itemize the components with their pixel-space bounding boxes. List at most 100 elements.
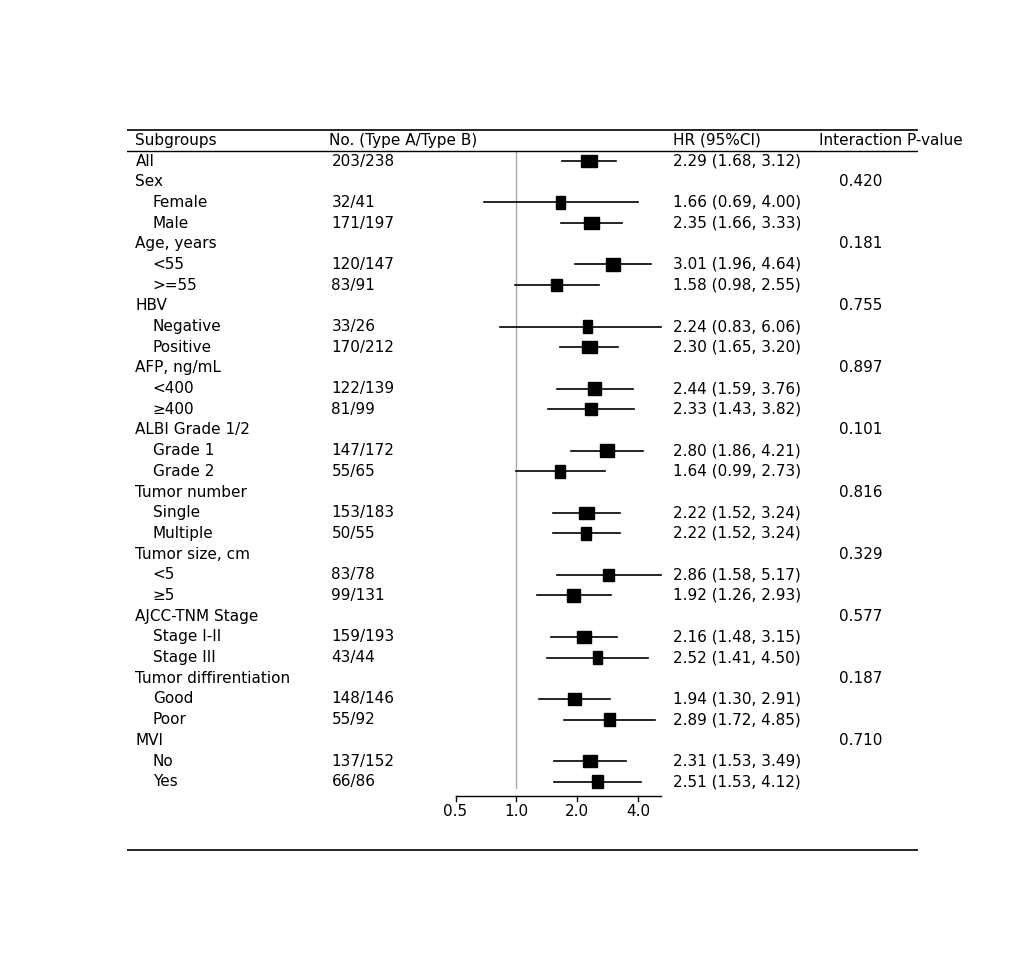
Text: Yes: Yes — [153, 774, 177, 789]
Text: 0.5: 0.5 — [443, 804, 467, 819]
Text: HR (95%CI): HR (95%CI) — [673, 133, 760, 148]
Text: 4.0: 4.0 — [626, 804, 649, 819]
Bar — [555, 196, 565, 209]
Text: 50/55: 50/55 — [331, 526, 375, 541]
Text: Negative: Negative — [153, 319, 221, 334]
Text: Male: Male — [153, 216, 189, 230]
Text: Subgroups: Subgroups — [136, 133, 217, 148]
Text: 0.181: 0.181 — [839, 236, 881, 251]
Text: MVI: MVI — [136, 733, 163, 748]
Text: 3.01 (1.96, 4.64): 3.01 (1.96, 4.64) — [673, 257, 800, 272]
Text: 2.31 (1.53, 3.49): 2.31 (1.53, 3.49) — [673, 753, 800, 768]
Text: Poor: Poor — [153, 712, 186, 727]
Text: ≥400: ≥400 — [153, 402, 195, 417]
Text: Stage III: Stage III — [153, 650, 215, 665]
Bar — [584, 217, 598, 229]
Bar — [554, 465, 565, 478]
Text: 170/212: 170/212 — [331, 340, 394, 354]
Bar — [581, 527, 591, 540]
Text: Tumor number: Tumor number — [136, 485, 247, 499]
Bar — [582, 320, 591, 333]
Text: 2.24 (0.83, 6.06): 2.24 (0.83, 6.06) — [673, 319, 800, 334]
Text: No: No — [153, 753, 173, 768]
Text: 2.89 (1.72, 4.85): 2.89 (1.72, 4.85) — [673, 712, 800, 727]
Text: 0.187: 0.187 — [839, 671, 881, 686]
Text: Grade 2: Grade 2 — [153, 464, 214, 479]
Text: AFP, ng/mL: AFP, ng/mL — [136, 360, 221, 376]
Bar — [599, 445, 613, 457]
Text: 2.29 (1.68, 3.12): 2.29 (1.68, 3.12) — [673, 153, 800, 169]
Text: Stage I-II: Stage I-II — [153, 629, 221, 645]
Text: 1.92 (1.26, 2.93): 1.92 (1.26, 2.93) — [673, 588, 800, 603]
Text: 32/41: 32/41 — [331, 195, 375, 210]
Bar — [582, 341, 596, 353]
Text: 2.22 (1.52, 3.24): 2.22 (1.52, 3.24) — [673, 505, 800, 520]
Bar — [603, 714, 614, 726]
Text: 1.64 (0.99, 2.73): 1.64 (0.99, 2.73) — [673, 464, 800, 479]
Bar — [567, 589, 580, 602]
Text: 2.51 (1.53, 4.12): 2.51 (1.53, 4.12) — [673, 774, 800, 789]
Text: 33/26: 33/26 — [331, 319, 375, 334]
Bar — [606, 258, 620, 271]
Bar — [592, 652, 602, 664]
Text: 0.329: 0.329 — [839, 547, 881, 561]
Text: 2.33 (1.43, 3.82): 2.33 (1.43, 3.82) — [673, 402, 800, 417]
Text: Good: Good — [153, 691, 193, 707]
Bar — [588, 383, 601, 395]
Bar — [584, 403, 596, 416]
Text: 2.86 (1.58, 5.17): 2.86 (1.58, 5.17) — [673, 567, 800, 583]
Bar — [602, 569, 613, 581]
Text: 0.101: 0.101 — [839, 422, 881, 438]
Text: Tumor size, cm: Tumor size, cm — [136, 547, 250, 561]
Text: >=55: >=55 — [153, 278, 198, 292]
Text: <5: <5 — [153, 567, 175, 583]
Text: Tumor diffirentiation: Tumor diffirentiation — [136, 671, 290, 686]
Bar — [568, 692, 581, 705]
Text: 147/172: 147/172 — [331, 443, 394, 458]
Text: 83/78: 83/78 — [331, 567, 375, 583]
Text: HBV: HBV — [136, 298, 167, 314]
Text: Multiple: Multiple — [153, 526, 213, 541]
Bar — [550, 279, 561, 291]
Text: 2.44 (1.59, 3.76): 2.44 (1.59, 3.76) — [673, 381, 800, 396]
Text: 171/197: 171/197 — [331, 216, 394, 230]
Text: 0.755: 0.755 — [839, 298, 881, 314]
Bar — [579, 507, 593, 519]
Text: Age, years: Age, years — [136, 236, 217, 251]
Text: ≥5: ≥5 — [153, 588, 175, 603]
Text: ALBI Grade 1/2: ALBI Grade 1/2 — [136, 422, 250, 438]
Text: 0.420: 0.420 — [839, 174, 881, 189]
Text: Grade 1: Grade 1 — [153, 443, 214, 458]
Text: <55: <55 — [153, 257, 184, 272]
Text: 55/92: 55/92 — [331, 712, 375, 727]
Text: 1.58 (0.98, 2.55): 1.58 (0.98, 2.55) — [673, 278, 800, 292]
Text: Sex: Sex — [136, 174, 163, 189]
Text: 0.710: 0.710 — [839, 733, 881, 748]
Text: Positive: Positive — [153, 340, 212, 354]
Bar — [576, 630, 591, 643]
Text: 83/91: 83/91 — [331, 278, 375, 292]
Text: 2.80 (1.86, 4.21): 2.80 (1.86, 4.21) — [673, 443, 800, 458]
Text: 81/99: 81/99 — [331, 402, 375, 417]
Bar — [581, 154, 596, 167]
Text: 43/44: 43/44 — [331, 650, 375, 665]
Text: 2.52 (1.41, 4.50): 2.52 (1.41, 4.50) — [673, 650, 800, 665]
Text: <400: <400 — [153, 381, 195, 396]
Text: 153/183: 153/183 — [331, 505, 394, 520]
Bar — [591, 776, 602, 787]
Text: 0.897: 0.897 — [839, 360, 881, 376]
Text: 55/65: 55/65 — [331, 464, 375, 479]
Text: Interaction P-value: Interaction P-value — [818, 133, 962, 148]
Text: 2.0: 2.0 — [565, 804, 589, 819]
Text: 1.0: 1.0 — [503, 804, 528, 819]
Text: 2.16 (1.48, 3.15): 2.16 (1.48, 3.15) — [673, 629, 800, 645]
Text: 148/146: 148/146 — [331, 691, 394, 707]
Text: 137/152: 137/152 — [331, 753, 394, 768]
Text: 1.66 (0.69, 4.00): 1.66 (0.69, 4.00) — [673, 195, 800, 210]
Bar — [583, 754, 596, 767]
Text: Female: Female — [153, 195, 208, 210]
Text: No. (Type A/Type B): No. (Type A/Type B) — [329, 133, 477, 148]
Text: 66/86: 66/86 — [331, 774, 375, 789]
Text: 1.94 (1.30, 2.91): 1.94 (1.30, 2.91) — [673, 691, 800, 707]
Text: AJCC-TNM Stage: AJCC-TNM Stage — [136, 609, 259, 623]
